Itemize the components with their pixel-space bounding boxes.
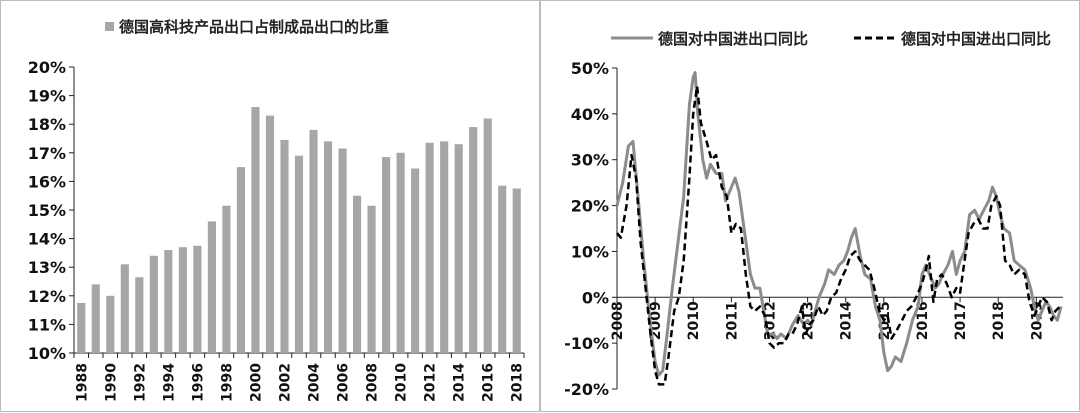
bar [178, 247, 187, 353]
x-tick-label: 2012 [423, 363, 439, 402]
legend-swatch-bar [105, 22, 114, 31]
x-tick-label: 1988 [74, 363, 90, 402]
bar [382, 157, 391, 353]
line-chart: 德国对中国进出口同比 德国对中国进出口同比 -20% -10% 0% 10% 20% 30% 4… [564, 30, 1063, 399]
x-tick-label: 2010 [394, 363, 410, 402]
y-tick-label: 19% [28, 87, 66, 106]
y-tick-label: 11% [28, 315, 66, 334]
x-tick-label: 2014 [452, 363, 468, 402]
bar [323, 141, 333, 353]
x-tick-label: 1994 [161, 363, 177, 402]
y-tick-label: 20% [571, 197, 609, 216]
x-tick-label: 2011 [724, 301, 740, 340]
y-tick-label: 0% [582, 288, 609, 307]
x-tick-label: 2008 [610, 301, 626, 340]
y-tick-label: 16% [28, 172, 66, 191]
bar [222, 205, 231, 353]
bar [135, 277, 144, 353]
bar [396, 152, 405, 353]
y-tick-label: 15% [28, 201, 66, 220]
bar [120, 264, 129, 353]
bar [77, 302, 86, 353]
x-tick-label: 2004 [307, 363, 323, 402]
x-tick-label: 2010 [686, 301, 702, 340]
y-tick-label: 18% [28, 115, 66, 134]
x-tick-label: 2008 [365, 363, 381, 402]
bar [91, 284, 100, 353]
series-line-solid [615, 71, 1063, 377]
x-tick-label: 2018 [991, 301, 1007, 340]
right-panel: 德国对中国进出口同比 德国对中国进出口同比 -20% -10% 0% 10% 20% 30% 4… [540, 0, 1080, 412]
x-tick-label: 2006 [336, 363, 352, 402]
bar [353, 195, 362, 353]
bar [512, 188, 521, 353]
bar [207, 221, 216, 353]
x-tick-label: 1992 [132, 363, 148, 402]
bar [193, 245, 202, 353]
y-tick-label: 30% [571, 151, 609, 170]
legend-label-solid: 德国对中国进出口同比 [658, 30, 808, 48]
bar [367, 205, 376, 353]
y-tick-label: 12% [28, 287, 66, 306]
y-tick-label: 17% [28, 144, 66, 163]
bar [251, 107, 260, 353]
x-tick-label: 2014 [839, 301, 855, 340]
y-tick-label: -20% [564, 380, 609, 399]
bar [483, 118, 492, 353]
bar [280, 139, 289, 353]
bar-chart: 德国高科技产品出口占制成品出口的比重 10% 11% 12% 13% 14% 15% 16% 1… [28, 18, 526, 402]
x-tick-label: 1996 [190, 363, 206, 402]
bar [149, 255, 158, 353]
bar [294, 155, 304, 353]
x-tick-label: 2017 [953, 301, 969, 340]
y-tick-label: 20% [28, 58, 66, 77]
series-line-dashed [616, 85, 1061, 386]
y-tick-label: 40% [571, 105, 609, 124]
y-tick-label: 50% [571, 59, 609, 78]
y-tick-label: 14% [28, 230, 66, 249]
bar [498, 185, 507, 353]
legend-label-bar: 德国高科技产品出口占制成品出口的比重 [119, 18, 389, 36]
bar [454, 144, 463, 353]
x-tick-label: 2016 [481, 363, 497, 402]
x-tick-label: 1998 [219, 363, 235, 402]
bar [265, 115, 275, 354]
x-tick-label: 2002 [277, 363, 293, 402]
y-tick-label: 10% [28, 344, 66, 363]
bar [425, 142, 434, 353]
legend-label-dashed: 德国对中国进出口同比 [901, 30, 1051, 48]
bar [338, 148, 347, 353]
bar [411, 168, 420, 353]
x-tick-label: 2016 [915, 301, 931, 340]
y-tick-label: -10% [564, 334, 609, 353]
x-tick-label: 1990 [103, 363, 119, 402]
bar [469, 127, 478, 353]
bar [309, 129, 318, 353]
bar [164, 250, 173, 353]
bar [236, 167, 245, 353]
x-tick-label: 2000 [248, 363, 264, 402]
left-panel: 德国高科技产品出口占制成品出口的比重 10% 11% 12% 13% 14% 15% 16% 1… [0, 0, 540, 412]
y-tick-label: 13% [28, 258, 66, 277]
bar [106, 295, 115, 353]
x-tick-label: 2018 [510, 363, 526, 402]
y-tick-label: 10% [571, 242, 609, 261]
bar [440, 141, 449, 353]
